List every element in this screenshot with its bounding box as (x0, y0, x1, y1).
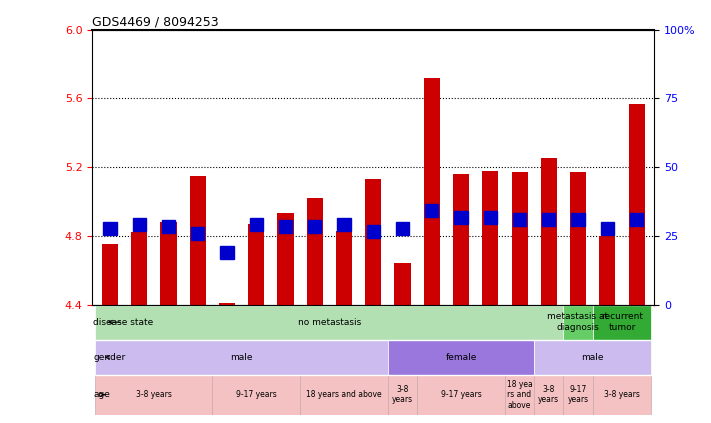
Bar (570, 172, 586, 305)
Bar (601, 222, 614, 234)
Bar (220, 246, 234, 258)
Bar (367, 225, 380, 238)
Bar (425, 204, 439, 217)
Text: 18 years and above: 18 years and above (306, 390, 382, 399)
Bar (219, 303, 235, 305)
Bar (277, 214, 294, 305)
Bar (191, 227, 204, 240)
Bar (388, 340, 534, 375)
Bar (563, 375, 593, 415)
Bar (542, 213, 555, 226)
Bar (534, 375, 563, 415)
Bar (424, 78, 440, 305)
Text: 3-8
years: 3-8 years (392, 385, 413, 404)
Bar (95, 375, 213, 415)
Bar (453, 174, 469, 305)
Bar (593, 305, 651, 340)
Bar (95, 305, 563, 340)
Bar (103, 222, 117, 234)
Bar (306, 198, 323, 305)
Bar (541, 159, 557, 305)
Bar (454, 212, 468, 224)
Bar (162, 220, 175, 233)
Text: male: male (230, 353, 253, 362)
Bar (483, 212, 497, 224)
Text: metastasis at
diagnosis: metastasis at diagnosis (547, 313, 609, 332)
Bar (133, 218, 146, 231)
Text: male: male (582, 353, 604, 362)
Bar (629, 104, 645, 305)
Bar (482, 170, 498, 305)
Text: 9-17
years: 9-17 years (567, 385, 589, 404)
Bar (513, 213, 526, 226)
Bar (395, 264, 410, 305)
Bar (336, 231, 352, 305)
Text: recurrent
tumor: recurrent tumor (601, 313, 643, 332)
Bar (572, 213, 584, 226)
Text: 3-8 years: 3-8 years (136, 390, 172, 399)
Bar (300, 375, 388, 415)
Text: 3-8 years: 3-8 years (604, 390, 640, 399)
Bar (248, 224, 264, 305)
Bar (102, 244, 118, 305)
Text: disease state: disease state (93, 318, 154, 327)
Text: 3-8
years: 3-8 years (538, 385, 560, 404)
Text: no metastasis: no metastasis (298, 318, 361, 327)
Bar (511, 172, 528, 305)
Bar (593, 375, 651, 415)
Bar (417, 375, 505, 415)
Bar (308, 220, 321, 233)
Text: 18 yea
rs and
above: 18 yea rs and above (507, 380, 533, 409)
Bar (563, 305, 593, 340)
Text: gender: gender (93, 353, 125, 362)
Bar (388, 375, 417, 415)
Bar (250, 218, 263, 231)
Text: 9-17 years: 9-17 years (236, 390, 277, 399)
Bar (132, 232, 147, 305)
Bar (95, 340, 388, 375)
Text: female: female (445, 353, 477, 362)
Bar (396, 222, 409, 234)
Bar (505, 375, 534, 415)
Bar (190, 176, 205, 305)
Bar (534, 340, 651, 375)
Bar (599, 236, 615, 305)
Bar (213, 375, 300, 415)
Text: GDS4469 / 8094253: GDS4469 / 8094253 (92, 16, 219, 28)
Bar (279, 220, 292, 233)
Text: age: age (93, 390, 110, 399)
Bar (338, 218, 351, 231)
Bar (161, 222, 176, 305)
Bar (630, 213, 643, 226)
Bar (365, 179, 381, 305)
Text: 9-17 years: 9-17 years (441, 390, 481, 399)
